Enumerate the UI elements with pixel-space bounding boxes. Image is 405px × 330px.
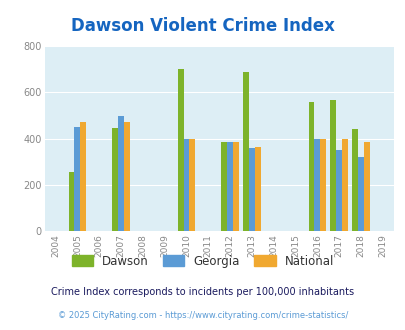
Bar bbox=[118, 115, 124, 231]
Bar bbox=[74, 127, 80, 231]
Bar bbox=[189, 139, 195, 231]
Bar bbox=[80, 122, 86, 231]
Bar bbox=[248, 148, 254, 231]
Bar bbox=[177, 69, 183, 231]
Bar bbox=[124, 122, 130, 231]
Bar bbox=[357, 157, 363, 231]
Bar bbox=[314, 139, 320, 231]
Bar bbox=[320, 139, 326, 231]
Bar bbox=[112, 128, 118, 231]
Bar bbox=[227, 142, 232, 231]
Bar bbox=[341, 139, 347, 231]
Bar bbox=[221, 142, 227, 231]
Bar bbox=[183, 139, 189, 231]
Bar bbox=[335, 150, 341, 231]
Bar bbox=[68, 172, 74, 231]
Legend: Dawson, Georgia, National: Dawson, Georgia, National bbox=[67, 250, 338, 273]
Bar bbox=[232, 142, 239, 231]
Text: © 2025 CityRating.com - https://www.cityrating.com/crime-statistics/: © 2025 CityRating.com - https://www.city… bbox=[58, 311, 347, 320]
Bar bbox=[363, 142, 369, 231]
Text: Dawson Violent Crime Index: Dawson Violent Crime Index bbox=[71, 17, 334, 35]
Bar bbox=[308, 102, 314, 231]
Bar bbox=[243, 72, 248, 231]
Bar bbox=[330, 100, 335, 231]
Bar bbox=[352, 129, 357, 231]
Text: Crime Index corresponds to incidents per 100,000 inhabitants: Crime Index corresponds to incidents per… bbox=[51, 287, 354, 297]
Bar bbox=[254, 147, 260, 231]
